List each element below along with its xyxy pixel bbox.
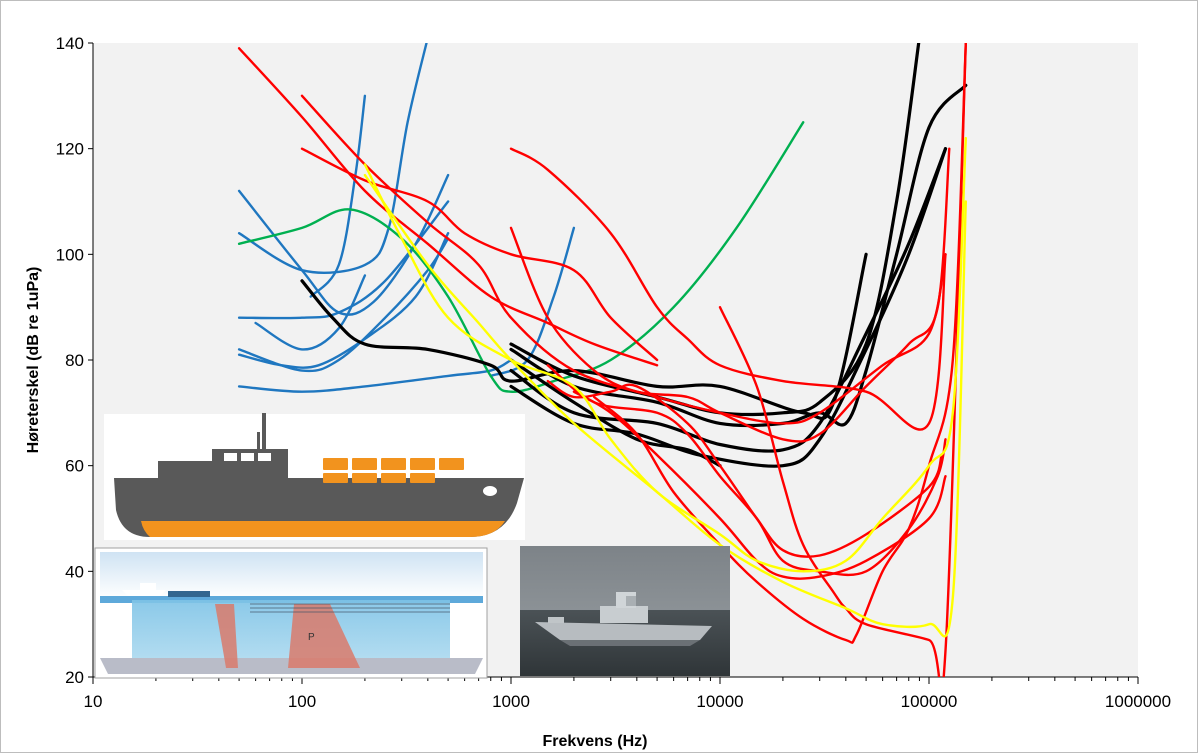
x-tick-label: 100000 xyxy=(901,692,958,711)
x-tick-label: 1000 xyxy=(492,692,530,711)
series-line-black-13 xyxy=(509,147,948,453)
x-tick-label: 1000000 xyxy=(1105,692,1171,711)
series-line-yellow-26 xyxy=(363,136,967,573)
series-layer xyxy=(237,43,968,677)
series-line-red-24 xyxy=(718,43,967,677)
y-axis-title: Høreterskel (dB re 1uPa) xyxy=(25,267,42,454)
y-tick-label: 100 xyxy=(56,245,84,264)
series-line-red-20 xyxy=(509,147,951,443)
y-tick-label: 20 xyxy=(65,668,84,687)
series-line-black-14 xyxy=(509,147,948,468)
y-tick-label: 80 xyxy=(65,351,84,370)
series-line-blue-6 xyxy=(254,274,367,351)
y-tick-label: 60 xyxy=(65,457,84,476)
series-line-black-10 xyxy=(300,252,868,421)
x-axis-title: Frekvens (Hz) xyxy=(543,733,648,750)
series-line-blue-8 xyxy=(489,226,576,378)
series-line-red-23 xyxy=(572,390,947,580)
series-line-yellow-27 xyxy=(363,173,967,638)
x-tick-label: 10 xyxy=(84,692,103,711)
y-tick-label: 120 xyxy=(56,140,84,159)
y-tick-label: 40 xyxy=(65,562,84,581)
series-line-red-19 xyxy=(509,147,947,431)
series-line-black-12 xyxy=(509,83,968,428)
series-line-blue-7 xyxy=(309,94,367,298)
series-line-black-11 xyxy=(509,43,921,417)
series-line-green-9 xyxy=(237,121,805,393)
series-line-black-15 xyxy=(509,358,722,468)
series-line-red-25 xyxy=(593,43,967,644)
frigate-photo xyxy=(520,546,730,676)
series-line-blue-0 xyxy=(237,358,513,393)
series-line-red-17 xyxy=(300,147,659,362)
x-tick-label: 100 xyxy=(288,692,316,711)
sonar-survey-illustration: P xyxy=(94,547,488,679)
svg-text:P: P xyxy=(308,632,315,643)
series-line-red-16 xyxy=(237,47,659,367)
x-tick-label: 10000 xyxy=(696,692,743,711)
cargo-ship-illustration xyxy=(104,413,525,540)
series-line-blue-5 xyxy=(237,43,428,274)
y-tick-label: 140 xyxy=(56,34,84,53)
